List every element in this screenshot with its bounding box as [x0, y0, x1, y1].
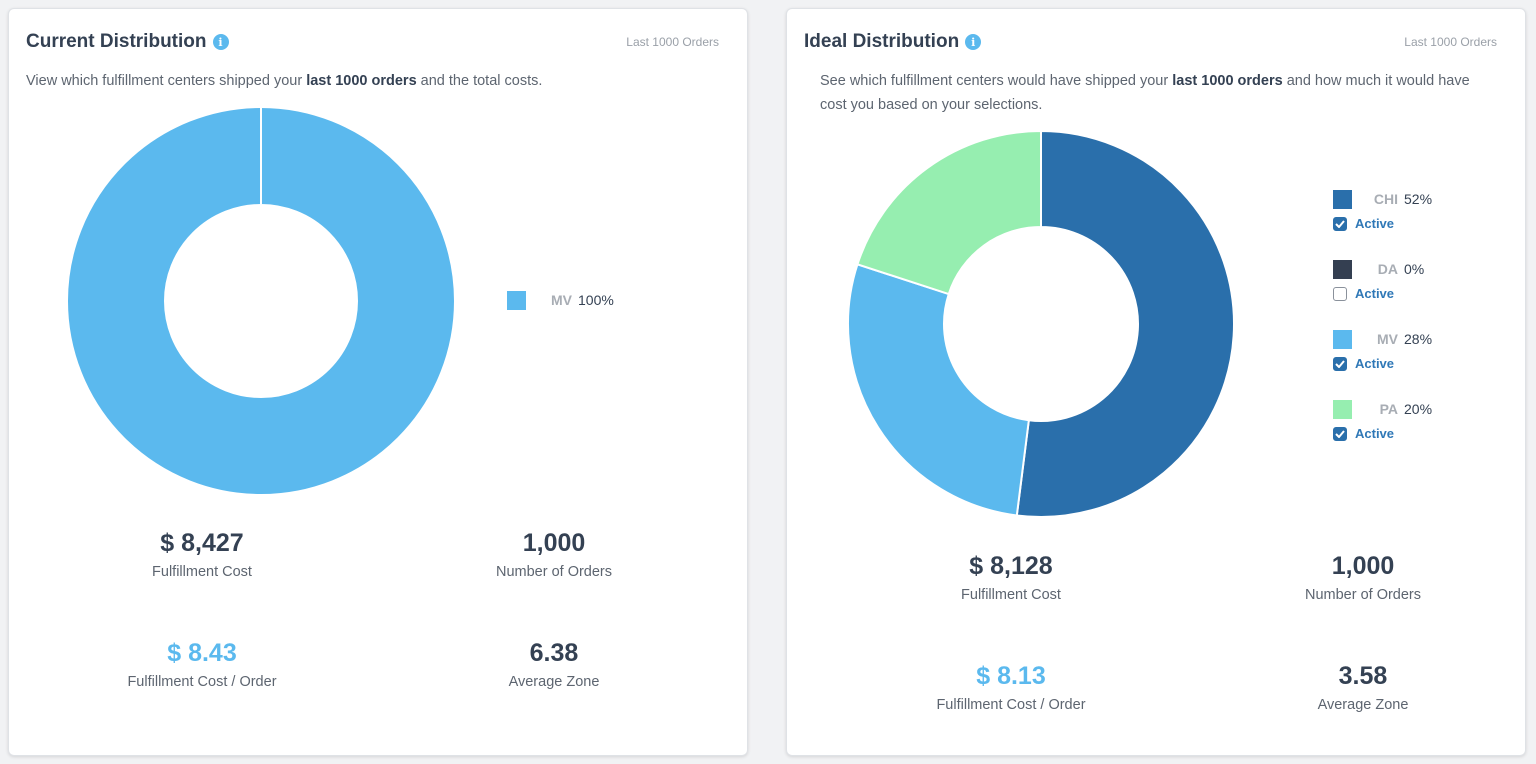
donut-chart	[847, 129, 1235, 518]
legend-percent: 20%	[1404, 401, 1433, 417]
active-toggle[interactable]: Active	[1333, 356, 1432, 371]
chart-legend: CHI 52% Active DA 0% Active MV 28% Active PA 20% Ac…	[1333, 189, 1432, 469]
card-description: View which fulfillment centers shipped y…	[26, 73, 543, 89]
card-title: Current Distribution	[26, 31, 207, 52]
legend-item-pa: PA 20% Active	[1333, 399, 1432, 441]
active-checkbox[interactable]	[1333, 216, 1347, 231]
stat-fulfillment-cost: $ 8,128 Fulfillment Cost	[961, 552, 1061, 603]
legend-swatch	[1333, 399, 1352, 419]
active-label: Active	[1355, 356, 1395, 371]
stat-average-zone: 3.58 Average Zone	[1317, 662, 1409, 713]
legend-code: MV	[551, 292, 572, 308]
legend-percent: 100%	[578, 292, 614, 308]
chart-legend: MV 100%	[507, 290, 614, 338]
legend-percent: 28%	[1404, 331, 1433, 347]
active-checkbox[interactable]	[1333, 286, 1347, 301]
period-badge: Last 1000 Orders	[626, 35, 719, 49]
stat-cost-per-order: $ 8.13 Fulfillment Cost / Order	[936, 662, 1086, 713]
ideal-distribution-card: Ideal Distribution i Last 1000 Orders See…	[786, 8, 1526, 756]
active-label: Active	[1355, 426, 1395, 441]
active-label: Active	[1355, 216, 1395, 231]
legend-percent: 0%	[1404, 261, 1425, 277]
donut-chart	[68, 108, 454, 494]
legend-code: DA	[1377, 261, 1398, 277]
stat-cost-per-order: $ 8.43 Fulfillment Cost / Order	[127, 639, 277, 690]
active-toggle[interactable]: Active	[1333, 216, 1432, 231]
card-title: Ideal Distribution	[804, 31, 960, 52]
active-toggle[interactable]: Active	[1333, 286, 1432, 301]
slice-chi[interactable]	[1015, 129, 1235, 518]
stat-fulfillment-cost: $ 8,427 Fulfillment Cost	[152, 529, 252, 580]
legend-swatch	[507, 290, 526, 310]
legend-swatch	[1333, 259, 1352, 279]
legend-code: MV	[1377, 331, 1398, 347]
info-icon[interactable]: i	[212, 34, 229, 50]
info-icon[interactable]: i	[965, 34, 982, 50]
legend-percent: 52%	[1404, 191, 1433, 207]
legend-swatch	[1333, 329, 1352, 349]
period-badge: Last 1000 Orders	[1404, 35, 1497, 49]
legend-code: PA	[1379, 401, 1398, 417]
legend-item-mv: MV 100%	[507, 290, 614, 310]
active-checkbox[interactable]	[1333, 426, 1347, 441]
active-label: Active	[1355, 286, 1395, 301]
stat-average-zone: 6.38 Average Zone	[508, 639, 600, 690]
legend-swatch	[1333, 189, 1352, 209]
stat-number-of-orders: 1,000 Number of Orders	[1304, 552, 1422, 603]
legend-code: CHI	[1373, 191, 1398, 207]
legend-item-chi: CHI 52% Active	[1333, 189, 1432, 231]
slice-mv[interactable]	[847, 263, 1030, 517]
current-distribution-card: Current Distribution i Last 1000 Orders V…	[8, 8, 748, 756]
active-toggle[interactable]: Active	[1333, 426, 1432, 441]
legend-item-mv: MV 28% Active	[1333, 329, 1432, 371]
stat-number-of-orders: 1,000 Number of Orders	[495, 529, 613, 580]
card-description: See which fulfillment centers would have…	[820, 73, 1470, 113]
legend-item-da: DA 0% Active	[1333, 259, 1432, 301]
slice-pa[interactable]	[856, 129, 1042, 296]
active-checkbox[interactable]	[1333, 356, 1347, 371]
